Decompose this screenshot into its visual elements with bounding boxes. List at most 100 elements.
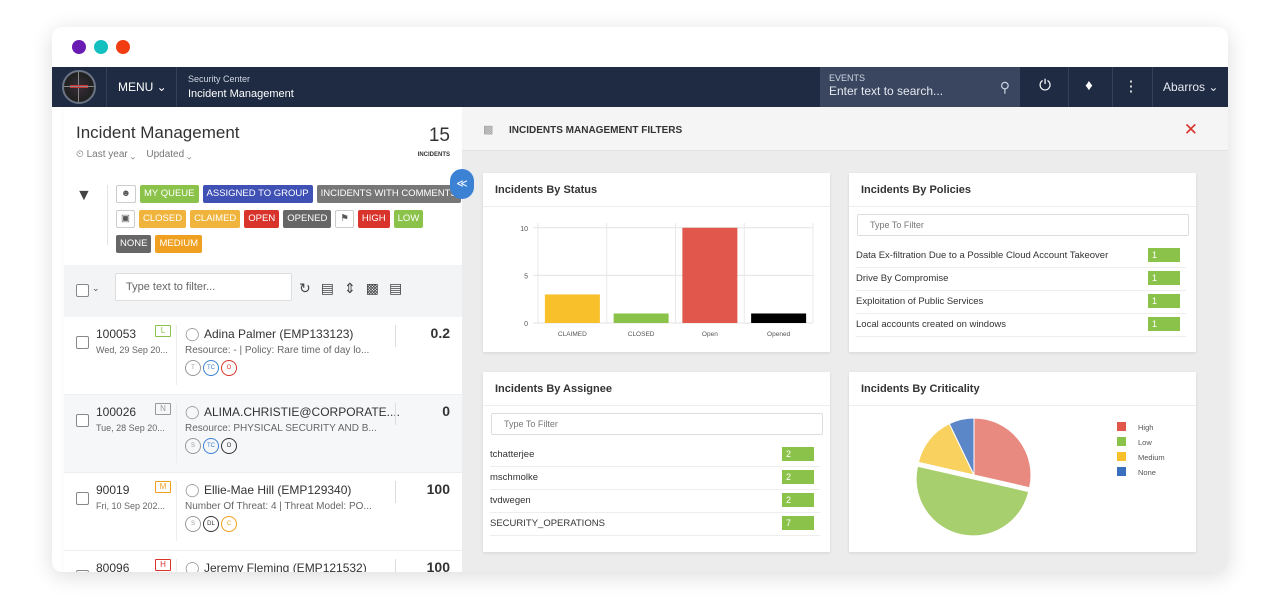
bar-opened[interactable] <box>751 313 807 323</box>
list-item[interactable]: SECURITY_OPERATIONS 7 <box>490 513 820 536</box>
events-label: EVENTS <box>829 73 866 83</box>
events-search-input[interactable]: Enter text to search... <box>829 84 944 98</box>
tag-chip[interactable]: S <box>185 438 201 454</box>
incident-row[interactable]: 100053 Wed, 29 Sep 20... L ◯ Adina Palme… <box>64 317 462 395</box>
close-icon[interactable]: ✕ <box>1183 120 1198 139</box>
power-icon[interactable]: ⏻ <box>1039 77 1051 94</box>
more-vertical-icon[interactable]: ⋮ <box>1123 78 1139 95</box>
legend-swatch <box>1117 437 1126 446</box>
filter-closed[interactable]: CLOSED <box>138 210 187 228</box>
window-dot-2[interactable] <box>94 40 108 54</box>
row-checkbox[interactable] <box>76 492 89 505</box>
pie-slice-high[interactable] <box>973 417 1032 489</box>
sort-icon[interactable]: ⇕ <box>343 280 356 296</box>
filters-panel: ▩ INCIDENTS MANAGEMENT FILTERS ✕ ≪ Incid… <box>450 107 1228 572</box>
user-icon: ◯ <box>185 326 200 341</box>
legend-label[interactable]: None <box>1138 468 1156 477</box>
refresh-icon[interactable]: ↻ <box>299 280 311 296</box>
time-filter-dropdown[interactable]: ⏲ Last year ⌄ <box>76 149 136 160</box>
filter-claimed[interactable]: CLAIMED <box>190 210 241 228</box>
top-navbar: MENU ⌄ Security Center Incident Manageme… <box>52 67 1228 107</box>
incident-name[interactable]: Ellie-Mae Hill (EMP129340) <box>204 483 352 497</box>
user-group-icon[interactable]: ☻ <box>116 185 136 203</box>
incident-name[interactable]: Adina Palmer (EMP133123) <box>204 327 354 341</box>
incident-id: 80096 <box>96 561 130 572</box>
filter-opened[interactable]: OPENED <box>283 210 332 228</box>
flag-icon[interactable]: ⚑ <box>335 210 354 228</box>
policies-filter-input[interactable]: Type To Filter <box>857 214 1189 236</box>
assignee-filter-input[interactable]: Type To Filter <box>491 413 823 435</box>
tag-chip[interactable]: TC <box>203 438 219 454</box>
filter-my-queue[interactable]: MY QUEUE <box>140 185 199 203</box>
pie-slice-none[interactable] <box>948 417 975 476</box>
list-item[interactable]: tvdwegen 2 <box>490 490 820 513</box>
briefcase-icon[interactable]: ▣ <box>116 210 135 228</box>
incident-row[interactable]: 90019 Fri, 10 Sep 202... M ◯ Ellie-Mae H… <box>64 473 462 551</box>
page-title: Incident Management <box>76 123 240 142</box>
legend-label[interactable]: Low <box>1138 438 1152 447</box>
tag-chip[interactable]: S <box>185 516 201 532</box>
tag-chip[interactable]: O <box>221 438 237 454</box>
filter-low[interactable]: LOW <box>393 210 424 228</box>
sort-dropdown[interactable]: Updated ⌄ <box>146 149 192 160</box>
row-checkbox[interactable] <box>76 336 89 349</box>
status-card-title: Incidents By Status <box>495 184 598 196</box>
list-filter-input[interactable]: Type text to filter... <box>115 273 292 301</box>
menu-button[interactable]: MENU ⌄ <box>118 80 167 94</box>
filter-incidents-with-comments[interactable]: INCIDENTS WITH COMMENTS <box>316 185 461 203</box>
tag-chip[interactable]: TC <box>203 360 219 376</box>
list-item[interactable]: Local accounts created on windows 1 <box>856 314 1186 337</box>
user-menu[interactable]: Abarros ⌄ <box>1163 80 1219 94</box>
incident-name[interactable]: Jeremy Fleming (EMP121532) <box>204 561 367 572</box>
incident-resource: Number Of Threat: 4 | Threat Model: PO..… <box>185 501 372 512</box>
pie-slice-low[interactable] <box>915 465 1030 537</box>
tag-chip[interactable]: C <box>221 516 237 532</box>
filter-high[interactable]: HIGH <box>357 210 390 228</box>
filter-medium[interactable]: MEDIUM <box>155 235 202 253</box>
search-icon[interactable]: ⚲ <box>999 79 1010 95</box>
row-checkbox[interactable] <box>76 414 89 427</box>
list-item[interactable]: Exploitation of Public Services 1 <box>856 291 1186 314</box>
incident-row[interactable]: 80096 H ◯ Jeremy Fleming (EMP121532) 100 <box>64 551 462 572</box>
list-item[interactable]: mschmolke 2 <box>490 467 820 490</box>
tag-chip[interactable]: T <box>185 360 201 376</box>
bar-closed[interactable] <box>613 313 669 323</box>
list-item[interactable]: Drive By Compromise 1 <box>856 268 1186 291</box>
events-search[interactable]: EVENTS Enter text to search... ⚲ <box>820 67 1020 107</box>
filter-row-3: NONE MEDIUM <box>116 235 202 253</box>
window-dot-3[interactable] <box>116 40 130 54</box>
list-item-count: 1 <box>1148 294 1180 308</box>
incident-score: 100 <box>426 481 450 497</box>
severity-badge: M <box>155 481 171 493</box>
bar-open[interactable] <box>682 227 738 323</box>
pie-slice-medium[interactable] <box>917 422 975 476</box>
incident-name[interactable]: ALIMA.CHRISTIE@CORPORATE.... <box>204 405 400 419</box>
collapse-icon[interactable]: ≪ <box>450 169 474 199</box>
bar-claimed[interactable] <box>544 294 600 323</box>
legend-label[interactable]: Medium <box>1138 453 1165 462</box>
breadcrumb-current: Incident Management <box>188 88 294 100</box>
list-item[interactable]: Data Ex-filtration Due to a Possible Clo… <box>856 245 1186 268</box>
incident-date: Fri, 10 Sep 202... <box>96 501 166 511</box>
tag-chip[interactable]: DL <box>203 516 219 532</box>
select-all-checkbox[interactable] <box>76 284 89 297</box>
filter-icon[interactable]: ▼ <box>76 187 92 204</box>
breadcrumb-parent[interactable]: Security Center <box>188 74 251 84</box>
row-checkbox[interactable] <box>76 570 89 572</box>
logo-icon[interactable] <box>62 70 96 104</box>
filter-none[interactable]: NONE <box>116 235 152 253</box>
export-icon[interactable]: ▤ <box>320 280 334 296</box>
chart-icon[interactable]: ▩ <box>365 280 379 296</box>
filter-assigned-to-group[interactable]: ASSIGNED TO GROUP <box>202 185 313 203</box>
chevron-down-icon[interactable]: ⌄ <box>92 283 100 293</box>
tag-chip[interactable]: O <box>221 360 237 376</box>
legend-label[interactable]: High <box>1138 423 1153 432</box>
list-toolbar: ⌄ Type text to filter... ↻ ▤ ⇕ ▩ ▤ <box>64 265 462 317</box>
clipboard-icon[interactable]: ▤ <box>388 280 403 296</box>
incident-row[interactable]: 100026 Tue, 28 Sep 20... N ◯ ALIMA.CHRIS… <box>64 395 462 473</box>
bell-icon[interactable]: ♦ <box>1085 77 1093 94</box>
filter-open[interactable]: OPEN <box>244 210 280 228</box>
list-item[interactable]: tchatterjee 2 <box>490 444 820 467</box>
window-dot-1[interactable] <box>72 40 86 54</box>
window-controls <box>72 40 130 54</box>
